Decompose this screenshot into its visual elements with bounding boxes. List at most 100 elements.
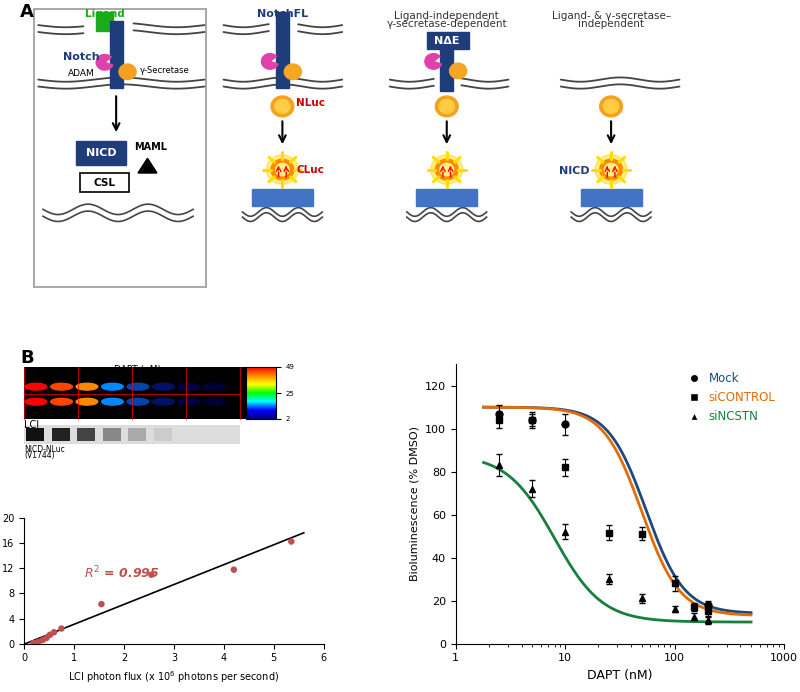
Text: NICD: NICD bbox=[558, 166, 590, 176]
Circle shape bbox=[153, 399, 174, 405]
Bar bbox=[24, 425, 240, 444]
Text: γ-secretase-dependent: γ-secretase-dependent bbox=[386, 19, 507, 29]
Text: Ligand-independent: Ligand-independent bbox=[394, 11, 499, 21]
Text: ADAM: ADAM bbox=[68, 69, 94, 78]
Circle shape bbox=[127, 383, 149, 390]
Point bbox=[95, 599, 108, 610]
Text: A: A bbox=[20, 3, 34, 21]
Bar bbox=[110, 21, 123, 89]
X-axis label: DAPT (nM): DAPT (nM) bbox=[587, 669, 653, 682]
Circle shape bbox=[266, 155, 298, 184]
Text: NICD: NICD bbox=[86, 148, 116, 158]
Point bbox=[47, 627, 60, 638]
Text: 2000: 2000 bbox=[206, 367, 222, 372]
Circle shape bbox=[127, 399, 149, 405]
Text: Notch: Notch bbox=[63, 52, 100, 62]
Circle shape bbox=[440, 163, 454, 176]
Bar bbox=[416, 189, 477, 206]
X-axis label: LCI photon flux (x 10$^6$ photons per second): LCI photon flux (x 10$^6$ photons per se… bbox=[68, 669, 279, 684]
Text: LCI: LCI bbox=[24, 421, 39, 430]
Text: 500: 500 bbox=[158, 367, 170, 372]
Circle shape bbox=[203, 399, 225, 405]
Text: B: B bbox=[20, 349, 34, 367]
Point bbox=[33, 636, 46, 647]
Bar bbox=[276, 12, 289, 89]
Circle shape bbox=[603, 100, 618, 113]
Circle shape bbox=[25, 383, 46, 390]
Circle shape bbox=[50, 383, 72, 390]
Point bbox=[227, 564, 240, 575]
Bar bbox=[154, 428, 172, 441]
Bar bbox=[179, 428, 198, 441]
Point bbox=[43, 629, 56, 640]
FancyBboxPatch shape bbox=[80, 173, 130, 192]
Circle shape bbox=[102, 383, 123, 390]
Text: 1000: 1000 bbox=[181, 367, 197, 372]
Circle shape bbox=[50, 399, 72, 405]
Text: 200: 200 bbox=[132, 367, 144, 372]
Text: (V1744): (V1744) bbox=[24, 450, 54, 459]
Text: NotchFL: NotchFL bbox=[257, 9, 308, 19]
Circle shape bbox=[600, 159, 622, 180]
Circle shape bbox=[178, 399, 200, 405]
Circle shape bbox=[76, 383, 98, 390]
Bar bbox=[128, 428, 146, 441]
Text: NICD-NLuc: NICD-NLuc bbox=[24, 445, 65, 454]
Circle shape bbox=[275, 163, 290, 176]
Bar bbox=[581, 189, 642, 206]
Text: Ligand- & γ-secretase–: Ligand- & γ-secretase– bbox=[551, 11, 670, 21]
Circle shape bbox=[119, 64, 136, 80]
Wedge shape bbox=[425, 54, 442, 69]
Wedge shape bbox=[262, 54, 278, 69]
Text: NΔE: NΔE bbox=[434, 36, 459, 46]
Point bbox=[30, 637, 43, 648]
Bar bbox=[205, 428, 222, 441]
Circle shape bbox=[435, 159, 458, 180]
Bar bbox=[103, 428, 121, 441]
Circle shape bbox=[430, 155, 463, 184]
Text: $R^2$ = 0.995: $R^2$ = 0.995 bbox=[84, 564, 159, 581]
Text: NLuc: NLuc bbox=[296, 98, 325, 108]
Bar bbox=[252, 189, 313, 206]
Text: independent: independent bbox=[578, 19, 644, 29]
FancyBboxPatch shape bbox=[427, 32, 469, 49]
Polygon shape bbox=[138, 158, 157, 173]
Bar bbox=[26, 428, 44, 441]
Bar bbox=[24, 367, 249, 419]
Circle shape bbox=[275, 100, 290, 113]
Circle shape bbox=[76, 399, 98, 405]
Circle shape bbox=[203, 383, 225, 390]
Point bbox=[26, 638, 39, 649]
Circle shape bbox=[435, 96, 458, 117]
Bar bbox=[440, 44, 454, 91]
Circle shape bbox=[271, 159, 294, 180]
Text: 0: 0 bbox=[34, 367, 38, 372]
Text: Ligand: Ligand bbox=[85, 9, 125, 19]
Bar bbox=[78, 428, 95, 441]
Point bbox=[37, 635, 50, 646]
Circle shape bbox=[25, 399, 46, 405]
Circle shape bbox=[102, 399, 123, 405]
Circle shape bbox=[284, 64, 302, 80]
FancyBboxPatch shape bbox=[34, 9, 206, 287]
Text: 20: 20 bbox=[58, 367, 66, 372]
Point bbox=[40, 632, 53, 644]
Circle shape bbox=[178, 383, 200, 390]
Y-axis label: Bioluminescence (% DMSO): Bioluminescence (% DMSO) bbox=[410, 426, 419, 581]
Text: 100: 100 bbox=[106, 367, 118, 372]
Point bbox=[145, 569, 158, 580]
Text: 50: 50 bbox=[83, 367, 91, 372]
Circle shape bbox=[600, 96, 622, 117]
Point bbox=[55, 623, 68, 634]
Text: CSL: CSL bbox=[94, 178, 116, 188]
Legend: Mock, siCONTROL, siNCSTN: Mock, siCONTROL, siNCSTN bbox=[679, 370, 778, 426]
Circle shape bbox=[153, 383, 174, 390]
Text: DAPT (nM): DAPT (nM) bbox=[114, 365, 162, 374]
Text: CLuc: CLuc bbox=[297, 165, 325, 174]
Bar bbox=[52, 428, 70, 441]
Point bbox=[285, 536, 298, 547]
Circle shape bbox=[450, 63, 466, 79]
Circle shape bbox=[271, 96, 294, 117]
Text: γ-Secretase: γ-Secretase bbox=[140, 66, 190, 75]
Bar bbox=[76, 141, 126, 165]
